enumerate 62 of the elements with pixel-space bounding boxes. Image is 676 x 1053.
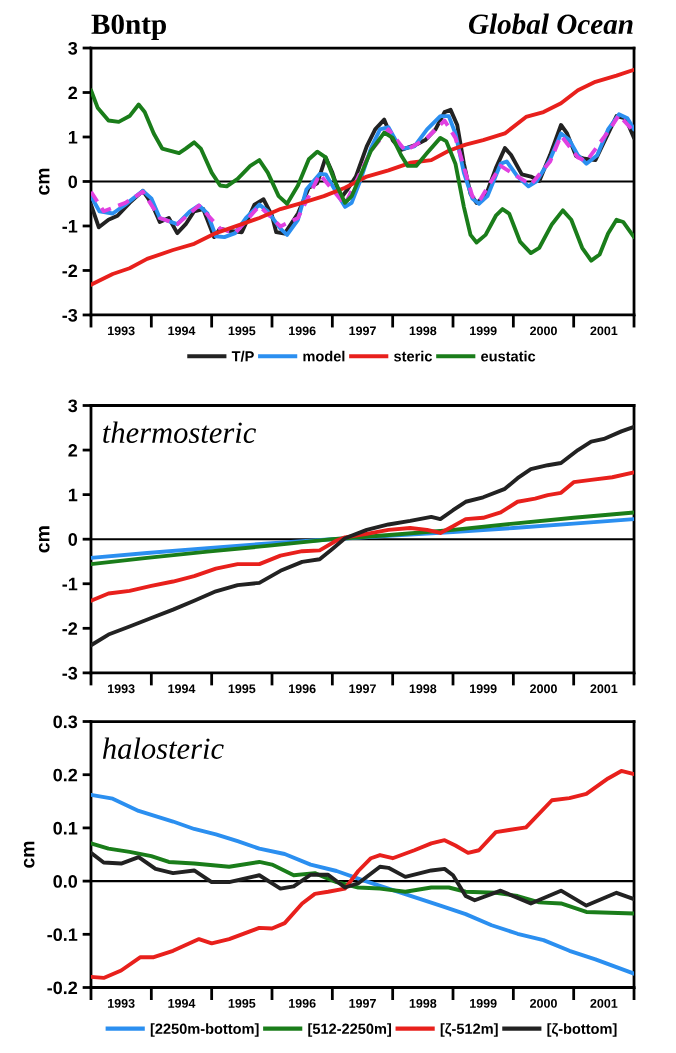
legend-label: [ζ-512m] bbox=[440, 1023, 498, 1037]
y-tick-label: -2 bbox=[62, 264, 78, 278]
y-tick-label: 0.0 bbox=[53, 875, 78, 888]
x-tick-label: 1998 bbox=[409, 326, 437, 336]
legend-label: model bbox=[303, 350, 345, 362]
x-tick-label: 2000 bbox=[530, 326, 557, 336]
x-tick-label: 1996 bbox=[289, 326, 316, 336]
legend-label: T/P bbox=[231, 350, 254, 362]
x-tick-label: 1993 bbox=[108, 326, 135, 336]
chart-title: B0ntp bbox=[91, 14, 166, 41]
x-tick-label: 1995 bbox=[228, 326, 256, 336]
x-tick-label: 1997 bbox=[349, 684, 376, 694]
x-tick-label: 2001 bbox=[590, 326, 618, 336]
y-tick-label: -1 bbox=[62, 220, 78, 233]
y-axis-title: cm bbox=[38, 168, 50, 195]
x-tick-label: 1998 bbox=[409, 684, 437, 694]
legend-label: [ζ-bottom] bbox=[547, 1023, 617, 1037]
x-tick-label: 2001 bbox=[590, 684, 618, 694]
y-axis-title: cm bbox=[38, 526, 50, 553]
y-tick-label: 2 bbox=[68, 444, 78, 457]
x-tick-label: 1997 bbox=[349, 326, 376, 336]
y-tick-label: -3 bbox=[62, 666, 78, 680]
y-tick-label: 3 bbox=[68, 399, 78, 413]
x-tick-label: 1993 bbox=[108, 684, 135, 694]
y-tick-label: 0 bbox=[68, 175, 78, 189]
x-tick-label: 1995 bbox=[228, 684, 256, 694]
x-tick-label: 1996 bbox=[289, 684, 316, 694]
y-tick-label: -3 bbox=[62, 308, 78, 322]
y-tick-label: -0.1 bbox=[47, 928, 78, 942]
y-tick-label: -1 bbox=[62, 577, 78, 591]
y-tick-label: -0.2 bbox=[47, 981, 78, 995]
x-tick-label: 1998 bbox=[409, 998, 437, 1008]
y-tick-label: 0.3 bbox=[53, 715, 78, 729]
y-tick-label: 0.2 bbox=[53, 768, 78, 782]
x-tick-label: 1993 bbox=[108, 998, 135, 1008]
legend-label: [2250m-bottom] bbox=[150, 1023, 259, 1037]
chart-subtitle: Global Ocean bbox=[468, 13, 633, 35]
y-tick-label: 3 bbox=[68, 41, 78, 55]
y-axis-title: cm bbox=[23, 841, 35, 868]
legend-label: eustatic bbox=[481, 350, 536, 362]
x-tick-label: 2000 bbox=[530, 684, 557, 694]
legend-label: [512-2250m] bbox=[308, 1023, 391, 1037]
y-tick-label: -2 bbox=[62, 622, 78, 635]
y-tick-label: 1 bbox=[68, 488, 78, 502]
legend-label: steric bbox=[394, 350, 433, 362]
x-tick-label: 1995 bbox=[228, 998, 256, 1008]
y-tick-label: 0.1 bbox=[53, 821, 78, 835]
x-tick-label: 1999 bbox=[470, 684, 497, 694]
y-tick-label: 2 bbox=[68, 86, 78, 100]
x-tick-label: 1994 bbox=[168, 684, 196, 694]
x-tick-label: 1996 bbox=[289, 998, 316, 1008]
annotation: halosteric bbox=[102, 737, 224, 759]
x-tick-label: 1997 bbox=[349, 998, 376, 1008]
x-tick-label: 2000 bbox=[530, 998, 557, 1008]
x-tick-label: 2001 bbox=[590, 998, 618, 1008]
x-tick-label: 1994 bbox=[168, 998, 196, 1008]
y-tick-label: 0 bbox=[68, 533, 78, 546]
x-tick-label: 1999 bbox=[470, 998, 497, 1008]
annotation: thermosteric bbox=[103, 421, 256, 444]
y-tick-label: 1 bbox=[68, 131, 78, 144]
x-tick-label: 1994 bbox=[168, 326, 196, 336]
x-tick-label: 1999 bbox=[470, 326, 497, 336]
